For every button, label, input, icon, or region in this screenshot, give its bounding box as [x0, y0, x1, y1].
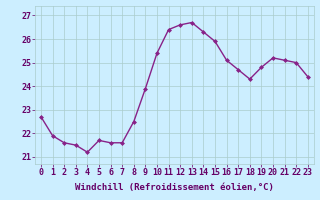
X-axis label: Windchill (Refroidissement éolien,°C): Windchill (Refroidissement éolien,°C) [75, 183, 274, 192]
